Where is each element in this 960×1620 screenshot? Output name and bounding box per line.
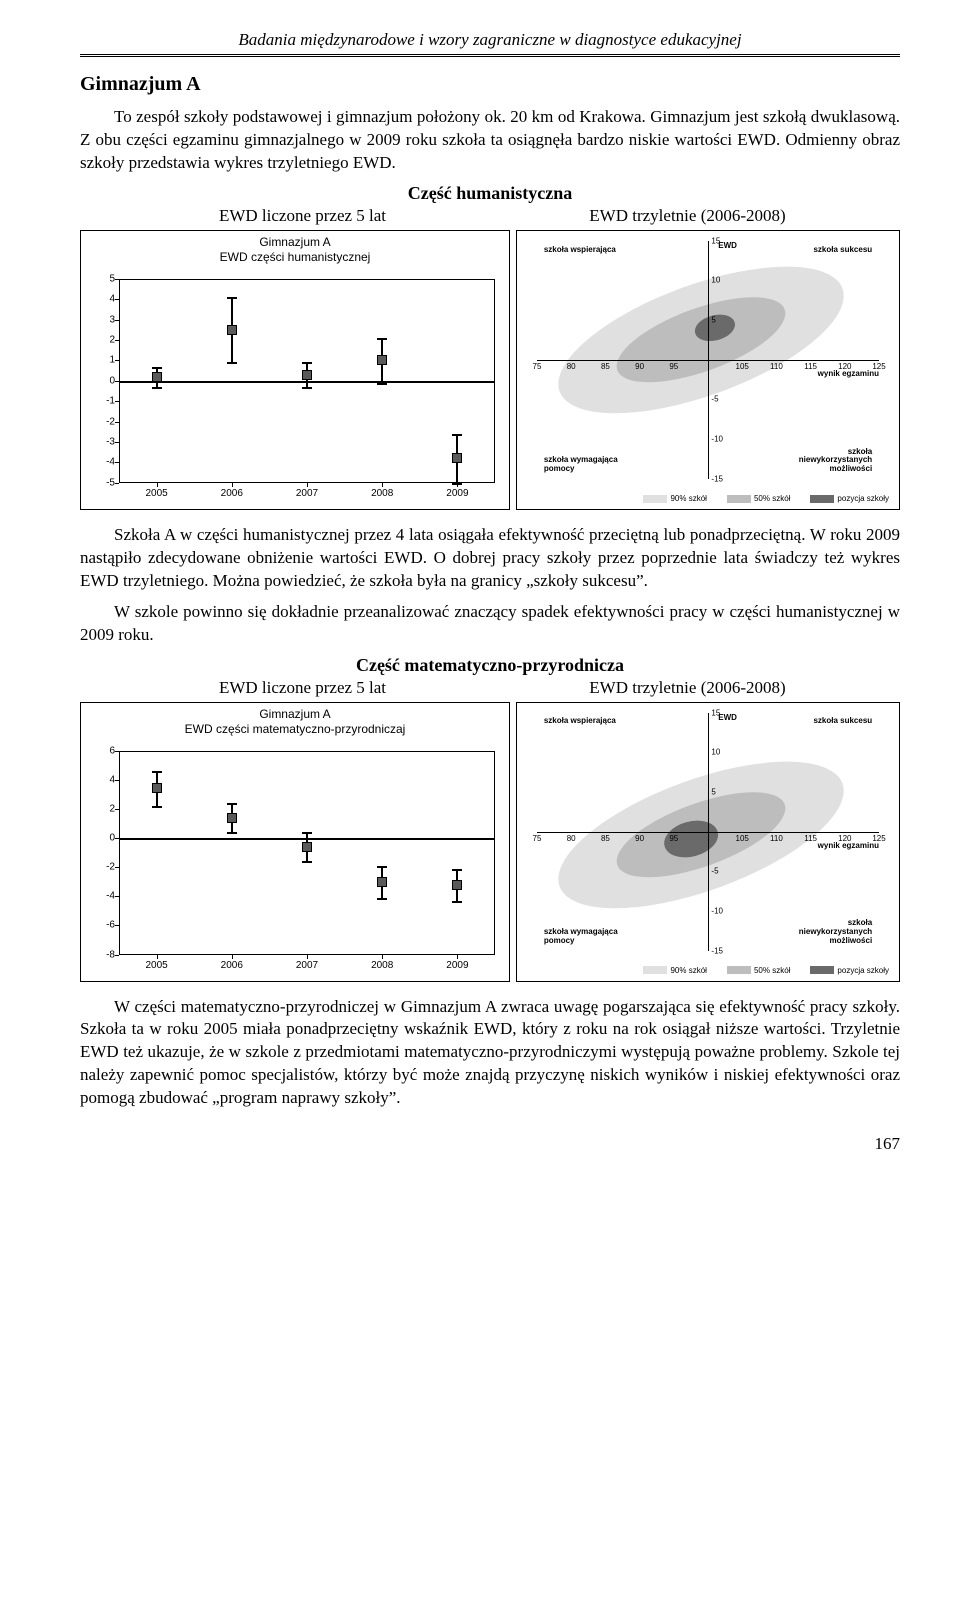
col-left-label-2: EWD liczone przez 5 lat: [80, 678, 495, 698]
page-number: 167: [80, 1134, 900, 1154]
divider: [80, 54, 900, 57]
paragraph-4: W części matematyczno-przyrodniczej w Gi…: [80, 996, 900, 1111]
col-right-label: EWD trzyletnie (2006-2008): [495, 206, 900, 226]
section-title-mat: Część matematyczno-przyrodnicza: [80, 655, 900, 676]
running-head: Badania międzynarodowe i wzory zagranicz…: [80, 30, 900, 50]
paragraph-3: W szkole powinno się dokładnie przeanali…: [80, 601, 900, 647]
col-labels: EWD liczone przez 5 lat EWD trzyletnie (…: [80, 206, 900, 226]
chart-hum-errorbar: Gimnazjum AEWD części humanistycznej-5-4…: [80, 230, 510, 510]
col-labels-2: EWD liczone przez 5 lat EWD trzyletnie (…: [80, 678, 900, 698]
col-right-label-2: EWD trzyletnie (2006-2008): [495, 678, 900, 698]
school-heading: Gimnazjum A: [80, 73, 900, 96]
chart-mat-errorbar: Gimnazjum AEWD części matematyczno-przyr…: [80, 702, 510, 982]
paragraph-2: Szkoła A w części humanistycznej przez 4…: [80, 524, 900, 593]
section-title-hum: Część humanistyczna: [80, 183, 900, 204]
chart-hum-ellipse: 7580859095105110115120125-15-10-551015wy…: [516, 230, 900, 510]
chart-mat-ellipse: 7580859095105110115120125-15-10-551015wy…: [516, 702, 900, 982]
paragraph-1: To zespół szkoły podstawowej i gimnazjum…: [80, 106, 900, 175]
col-left-label: EWD liczone przez 5 lat: [80, 206, 495, 226]
